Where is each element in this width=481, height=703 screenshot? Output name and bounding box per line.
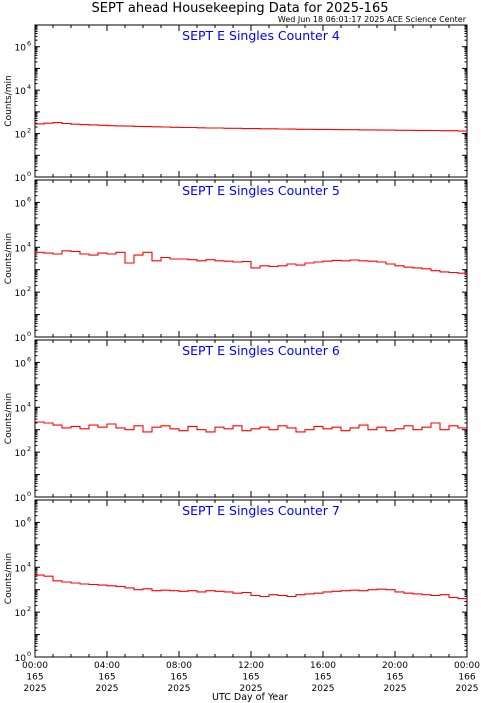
plot-frame — [34, 499, 468, 658]
x-tick-label: 16:00 — [310, 661, 336, 671]
x-tick-label: 12:00 — [238, 661, 264, 671]
data-series-line — [35, 574, 467, 600]
y-tick-exponent: 0 — [27, 330, 31, 338]
x-tick-label: 165 — [242, 673, 259, 683]
y-axis-label: Counts/min — [4, 75, 14, 126]
x-axis-tick-labels: 00:00165202504:00165202508:00165202512:0… — [22, 661, 480, 694]
y-tick-label: 10 — [15, 174, 27, 184]
x-tick-label: 2025 — [240, 684, 263, 694]
y-tick-exponent: 2 — [27, 285, 31, 293]
y-tick-label: 10 — [15, 609, 27, 619]
timestamp: Wed Jun 18 06:01:17 2025 ACE Science Cen… — [278, 15, 467, 24]
y-tick-exponent: 0 — [27, 490, 31, 498]
figure-title: SEPT ahead Housekeeping Data for 2025-16… — [92, 1, 389, 16]
x-tick-label: 165 — [386, 673, 403, 683]
y-tick-exponent: 6 — [27, 195, 31, 203]
y-tick-label: 10 — [15, 654, 27, 664]
y-axis-label: Counts/min — [4, 393, 14, 444]
x-tick-label: 166 — [458, 673, 475, 683]
x-tick-label: 165 — [314, 673, 331, 683]
panel-title: SEPT E Singles Counter 4 — [182, 28, 340, 43]
x-tick-label: 2025 — [384, 684, 407, 694]
x-tick-label: 165 — [170, 673, 187, 683]
x-tick-label: 2025 — [168, 684, 191, 694]
y-tick-exponent: 4 — [27, 560, 31, 568]
y-tick-exponent: 4 — [27, 240, 31, 248]
y-tick-exponent: 0 — [27, 650, 31, 658]
y-tick-label: 10 — [15, 244, 27, 254]
y-tick-exponent: 6 — [27, 355, 31, 363]
panel-title: SEPT E Singles Counter 7 — [182, 503, 340, 518]
y-tick-label: 10 — [15, 494, 27, 504]
x-tick-label: 2025 — [312, 684, 335, 694]
y-tick-exponent: 4 — [27, 83, 31, 91]
y-tick-label: 10 — [15, 44, 27, 54]
y-tick-exponent: 4 — [27, 400, 31, 408]
panel-title: SEPT E Singles Counter 5 — [182, 183, 340, 198]
y-tick-label: 10 — [15, 334, 27, 344]
y-tick-exponent: 0 — [27, 170, 31, 178]
panel-title: SEPT E Singles Counter 6 — [182, 343, 340, 358]
data-series-line — [35, 122, 467, 132]
x-tick-label: 08:00 — [166, 661, 192, 671]
x-tick-label: 2025 — [24, 684, 47, 694]
plot-frame — [34, 339, 468, 498]
x-tick-label: 20:00 — [382, 661, 408, 671]
y-axis-label: Counts/min — [4, 233, 14, 284]
y-tick-label: 10 — [15, 359, 27, 369]
y-tick-label: 10 — [15, 449, 27, 459]
y-tick-exponent: 2 — [27, 445, 31, 453]
y-tick-label: 10 — [15, 131, 27, 141]
y-tick-label: 10 — [15, 289, 27, 299]
data-series-line — [35, 250, 467, 274]
data-series-line — [35, 421, 467, 433]
y-tick-label: 10 — [15, 199, 27, 209]
x-tick-label: 165 — [26, 673, 43, 683]
y-axis-label: Counts/min — [4, 553, 14, 604]
y-tick-exponent: 2 — [27, 605, 31, 613]
x-tick-label: 04:00 — [94, 661, 120, 671]
y-tick-label: 10 — [15, 404, 27, 414]
x-tick-label: 00:00 — [454, 661, 480, 671]
y-tick-label: 10 — [15, 519, 27, 529]
x-tick-label: 00:00 — [22, 661, 48, 671]
plot-frame — [34, 24, 468, 178]
y-tick-label: 10 — [15, 564, 27, 574]
x-tick-label: 2025 — [96, 684, 119, 694]
y-tick-label: 10 — [15, 87, 27, 97]
plot-frame — [34, 179, 468, 338]
y-tick-exponent: 6 — [27, 515, 31, 523]
x-axis-label: UTC Day of Year — [212, 692, 288, 703]
x-tick-label: 165 — [98, 673, 115, 683]
x-tick-label: 2025 — [456, 684, 479, 694]
y-tick-exponent: 2 — [27, 127, 31, 135]
y-tick-exponent: 6 — [27, 40, 31, 48]
